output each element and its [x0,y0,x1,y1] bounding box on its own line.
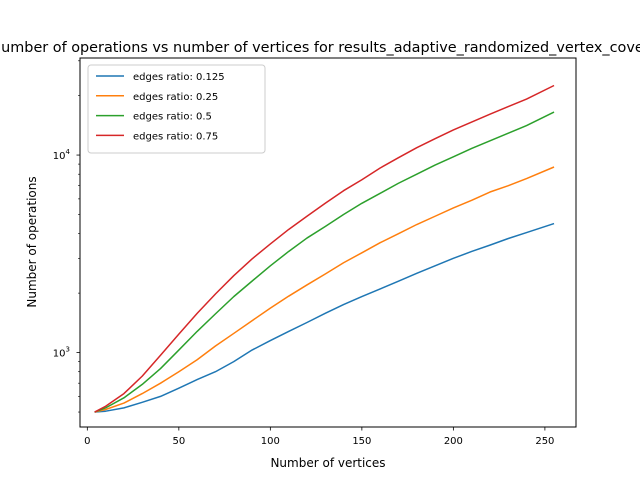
x-tick-label: 100 [261,436,280,447]
x-tick-label: 150 [352,436,371,447]
x-tick-label: 200 [444,436,463,447]
legend-label-3: edges ratio: 0.5 [133,112,212,123]
x-tick-label: 250 [535,436,554,447]
x-tick-label: 50 [172,436,185,447]
axes-frame [79,57,577,428]
y-tick-label: 103 [53,346,70,360]
series-line-3 [94,111,555,413]
axis-ticks: 0 50 100 150 200 250 103 104 [53,60,554,447]
legend-label-1: edges ratio: 0.125 [133,72,225,83]
series-line-2 [94,166,555,413]
legend: edges ratio: 0.125 edges ratio: 0.25 edges… [87,64,266,154]
legend-box [87,64,266,154]
y-tick-label: 104 [53,148,71,162]
x-axis-label: Number of vertices [270,456,385,470]
x-tick-label: 0 [84,436,90,447]
legend-label-4: edges ratio: 0.75 [133,131,218,142]
y-axis-label: Number of operations [25,176,39,307]
plot-area [94,84,555,413]
series-line-4 [94,84,555,413]
series-line-1 [94,222,555,413]
chart-title: Number of operations vs number of vertic… [0,40,640,56]
legend-label-2: edges ratio: 0.25 [133,92,218,103]
